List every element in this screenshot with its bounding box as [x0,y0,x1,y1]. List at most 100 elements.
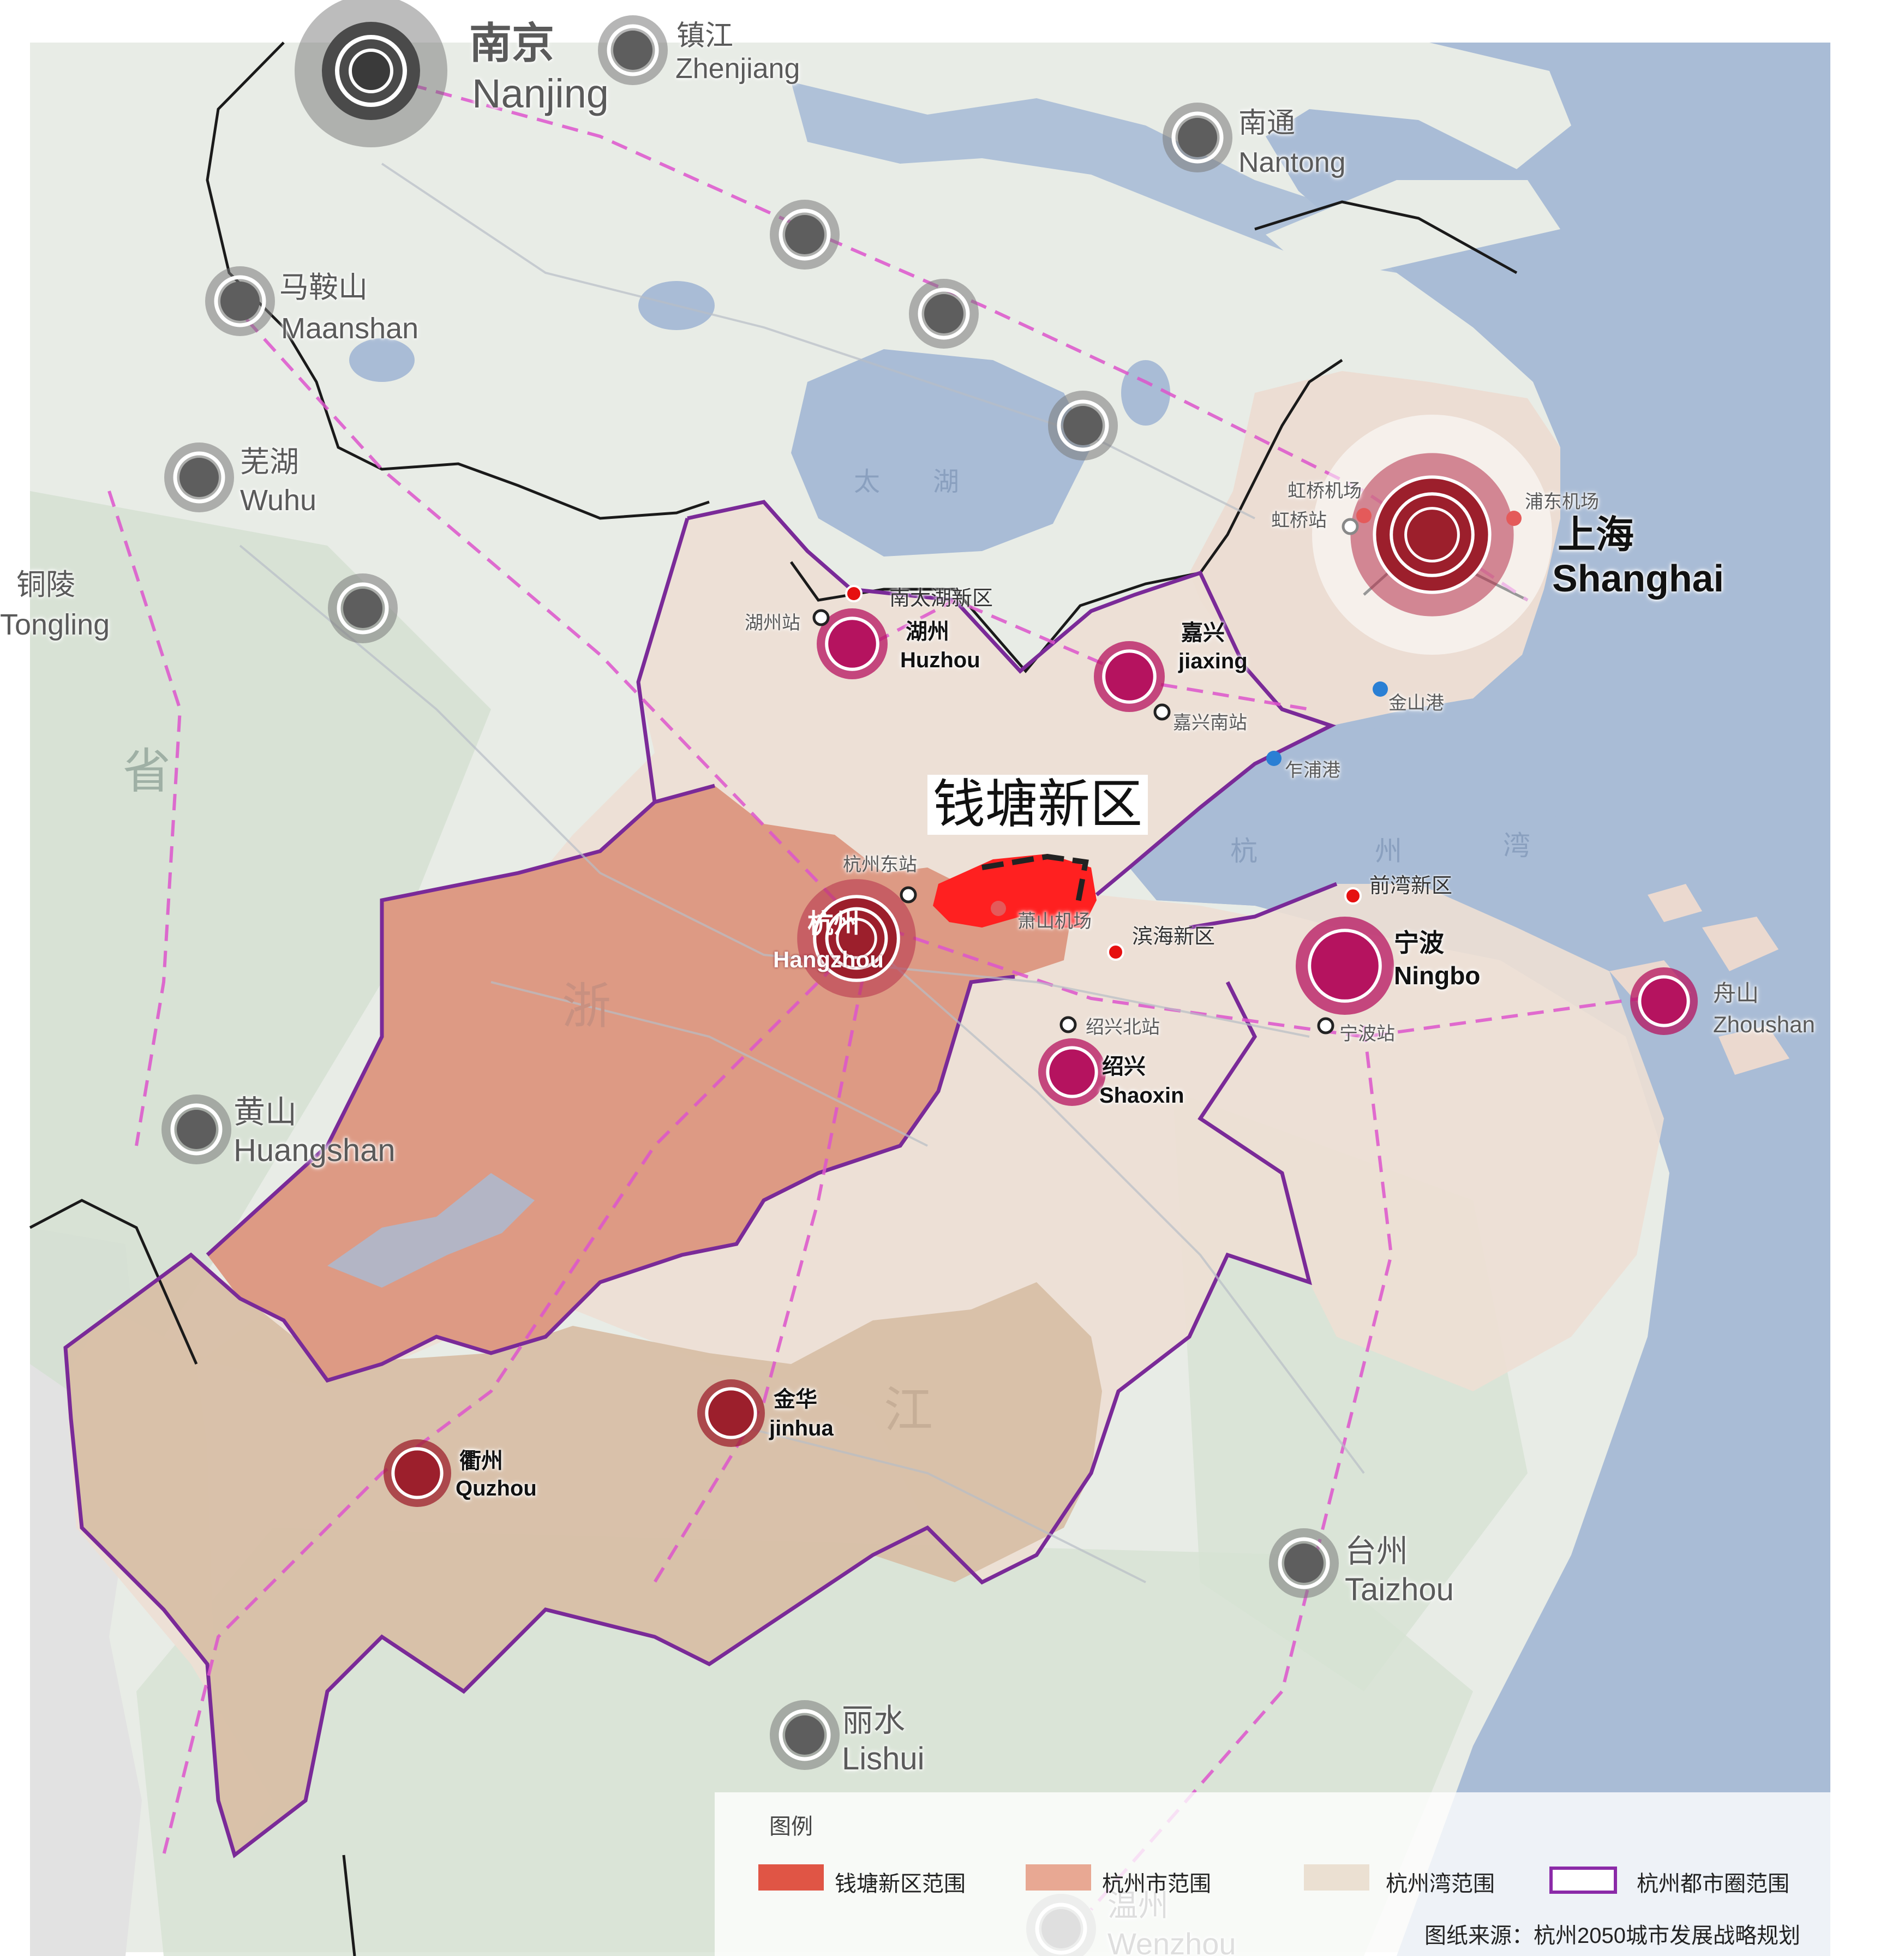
hongqiao-airport-icon [1356,508,1372,523]
hangzhou-east-station-label: 杭州东站 [843,854,917,875]
tongling-marker [343,589,382,628]
qianwan-district-dot [1344,887,1362,905]
legend-title: 图例 [769,1815,813,1839]
wuhu-marker [179,458,219,497]
pudong-airport-icon [1506,511,1522,526]
nantong-marker [1178,118,1217,157]
city-marker [924,294,963,333]
maanshan-marker [220,282,260,321]
jiaxing-south-station-label: 嘉兴南站 [1173,713,1247,733]
nanjing-zh: 南京 [469,19,555,67]
province-char-jiang: 江 [884,1383,933,1438]
tai-lake-char-2: 湖 [933,468,960,497]
jiaxing-zh: 嘉兴 [1181,621,1225,645]
maanshan-ring [214,275,266,327]
chongming-island [1266,180,1560,284]
roads [239,163,1365,1583]
yangtze-river [791,82,1418,273]
city-marker [785,215,824,254]
hangzhou-zh: 杭州 [807,910,860,938]
nantong-en: Nantong [1238,147,1346,178]
wuhu-zh: 芜湖 [240,446,299,478]
nantong-zh: 南通 [1238,107,1296,139]
jiaxing-en: jiaxing [1178,649,1248,673]
huangshan-marker [177,1110,216,1149]
hangzhou-east-station-icon [900,886,917,904]
legend-swatch-qiantang [758,1864,824,1891]
legend-swatch-bay [1304,1864,1369,1891]
jinshan-port-label: 金山港 [1388,693,1444,714]
outer-city-markers [295,0,447,147]
quzhou-zh: 衢州 [459,1449,503,1473]
qiantang-new-district [933,854,1097,928]
xiaoshan-airport-label: 萧山机场 [1017,911,1092,932]
xiaoshan-airport-icon [991,901,1006,916]
taizhou-zh: 台州 [1345,1534,1409,1569]
lishui-ring [779,1709,831,1761]
huzhou-marker [825,617,879,671]
metro-city-dots [384,415,1698,1507]
hongqiao-airport-label: 虹桥机场 [1288,481,1362,501]
bay-char-3: 湾 [1503,830,1530,861]
zhoushan-marker [1638,975,1690,1027]
station-icons [812,518,1359,1034]
grey-city-dots [161,15,1339,1956]
hangzhou-en: Hangzhou [773,947,884,972]
ningbo-zh: 宁波 [1394,929,1444,957]
bay-char-1: 杭 [1230,836,1258,866]
city-marker [1063,406,1103,445]
nantaihu-district-dot [845,585,863,602]
metro-circle-border [63,500,1338,1858]
wuhu-en: Wuhu [240,484,317,517]
zhenjiang-en: Zhenjiang [675,53,800,85]
province-char-sheng: 省 [123,744,171,798]
nantaihu-label: 南太湖新区 [889,587,993,610]
lishui-marker [785,1715,824,1755]
ningbo-marker [1308,929,1382,1003]
ningbo-station-label: 宁波站 [1339,1024,1395,1044]
hongqiao-station-icon [1342,518,1359,535]
tai-lake [791,349,1091,557]
quzhou-en: Quzhou [456,1476,537,1500]
quzhou-marker [391,1447,444,1499]
taizhou-ring [1278,1537,1330,1589]
qiantang-dashed-border [981,853,1089,906]
legend-label-metro: 杭州都市圈范围 [1637,1872,1789,1896]
hangzhou-inner-ring [825,907,888,970]
jiaxing-south-station-icon [1153,703,1171,721]
ningbo-station-icon [1317,1017,1334,1034]
shaoxing-north-station-label: 绍兴北站 [1086,1017,1160,1038]
legend-label-bay: 杭州湾范围 [1386,1872,1495,1896]
qianwan-label: 前湾新区 [1369,875,1453,898]
maanshan-zh: 马鞍山 [279,271,368,304]
tongling-ring [337,582,389,635]
jinhua-marker [705,1387,757,1439]
zhenjiang-marker [613,31,652,70]
zhoushan-zh: 舟山 [1713,980,1759,1006]
binhai-district-dot [1107,943,1124,961]
shaoxing-north-station-icon [1059,1016,1077,1033]
island [1648,884,1702,922]
ningbo-en: Ningbo [1394,961,1481,990]
zhenjiang-ring [607,24,659,76]
jinhua-zh: 金华 [774,1387,817,1411]
lake-east [1121,360,1170,426]
huzhou-station-icon [812,609,830,626]
pudong-airport-label: 浦东机场 [1525,492,1599,512]
province-char-zhe: 浙 [562,979,611,1034]
wuhu-ring [173,451,225,504]
city-ring [918,288,970,340]
taizhou-marker [1284,1544,1324,1583]
lishui-zh: 丽水 [842,1703,906,1738]
jiaxing-marker [1102,649,1157,704]
shanghai-zh: 上海 [1558,513,1634,556]
jinhua-en: jinhua [769,1416,834,1440]
legend-source: 图纸来源：杭州2050城市发展战略规划 [1424,1924,1800,1948]
shaoxin-en: Shaoxin [1099,1084,1184,1108]
hongqiao-station-label: 虹桥站 [1271,510,1327,531]
taizhou-en: Taizhou [1345,1572,1454,1607]
jinshan-port-icon [1373,681,1388,697]
legend-swatch-metro [1549,1867,1617,1894]
island [1702,917,1779,971]
hill-area-west [30,491,491,1419]
